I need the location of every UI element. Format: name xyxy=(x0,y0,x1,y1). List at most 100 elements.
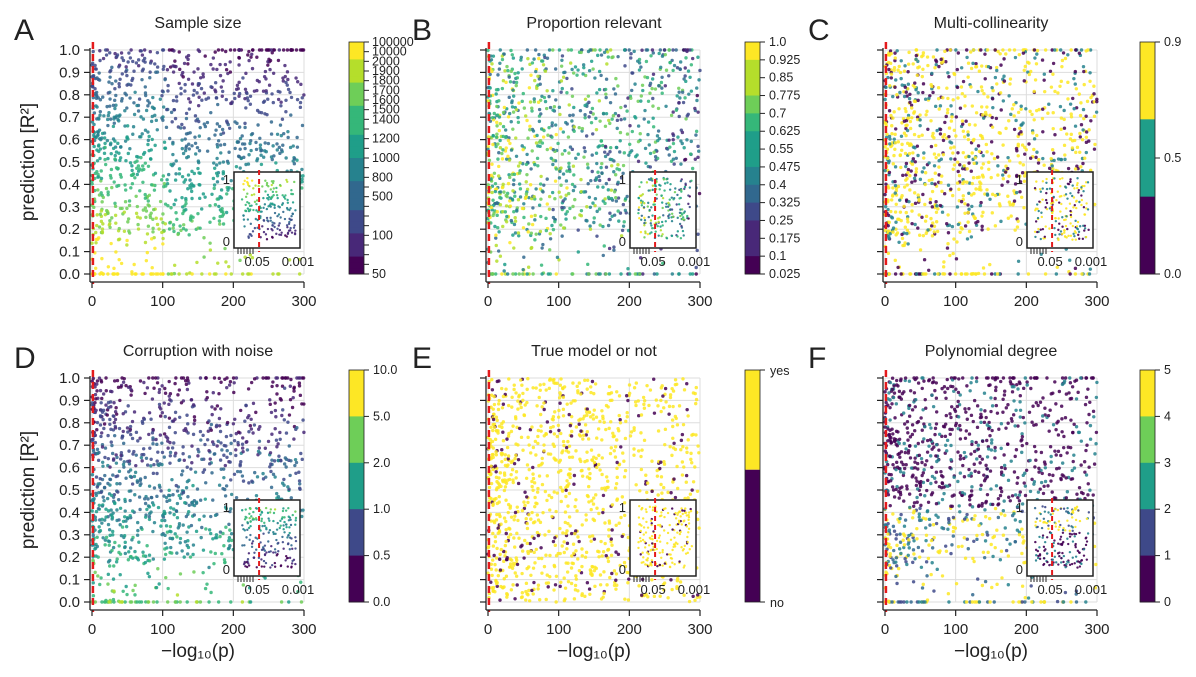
inset-point xyxy=(278,206,281,209)
data-point xyxy=(888,137,892,141)
data-point xyxy=(929,216,933,221)
data-point xyxy=(113,417,118,422)
data-point xyxy=(530,61,535,65)
data-point xyxy=(227,522,231,527)
data-point xyxy=(167,425,172,430)
inset-point xyxy=(658,188,661,191)
inset-point xyxy=(1083,229,1086,232)
data-point xyxy=(489,173,494,178)
data-point xyxy=(498,138,502,143)
data-point xyxy=(627,48,631,52)
data-point xyxy=(677,101,681,105)
data-point xyxy=(100,396,104,401)
data-point xyxy=(200,207,204,211)
inset-point xyxy=(643,202,646,205)
data-point xyxy=(491,133,495,138)
data-point xyxy=(949,157,953,161)
data-point xyxy=(134,194,138,198)
data-point xyxy=(217,124,222,129)
data-point xyxy=(94,230,98,235)
data-point xyxy=(908,142,913,146)
data-point xyxy=(636,124,641,128)
inset-point xyxy=(1086,181,1090,184)
inset-point xyxy=(1061,225,1064,228)
data-point xyxy=(678,60,683,64)
inset-point xyxy=(1039,228,1042,231)
inset-point xyxy=(247,235,250,238)
data-point xyxy=(913,173,918,177)
data-point xyxy=(173,417,177,421)
data-point xyxy=(539,174,543,179)
inset-point xyxy=(1036,216,1040,220)
data-point xyxy=(108,142,113,147)
data-point xyxy=(687,92,691,96)
inset-point xyxy=(1083,224,1087,227)
data-point xyxy=(509,218,514,223)
data-point xyxy=(148,75,152,80)
x-tick-label: 100 xyxy=(150,293,175,310)
data-point xyxy=(898,90,902,95)
colorbar-segment xyxy=(349,129,364,136)
data-point xyxy=(1059,116,1064,120)
data-point xyxy=(177,167,182,171)
data-point xyxy=(194,119,198,123)
data-point xyxy=(548,248,552,252)
data-point xyxy=(119,145,123,149)
data-point xyxy=(594,116,598,121)
data-point xyxy=(209,110,213,115)
data-point xyxy=(1041,107,1045,111)
data-point xyxy=(114,560,119,564)
colorbar-label: 0.025 xyxy=(769,267,800,281)
data-point xyxy=(207,448,211,453)
data-point xyxy=(533,213,537,218)
data-point xyxy=(106,400,111,405)
data-point xyxy=(114,103,118,107)
data-point xyxy=(277,48,282,52)
data-point xyxy=(178,541,182,545)
data-point xyxy=(93,518,98,522)
data-point xyxy=(974,111,979,115)
data-point xyxy=(1004,126,1008,131)
data-point xyxy=(141,117,146,121)
inset-point xyxy=(1076,220,1080,224)
data-point xyxy=(125,426,130,430)
data-point xyxy=(615,167,619,171)
data-point xyxy=(965,237,970,241)
data-point xyxy=(190,272,194,276)
data-point xyxy=(113,201,117,206)
data-point xyxy=(207,565,211,570)
inset-point xyxy=(1083,213,1086,216)
data-point xyxy=(279,600,284,604)
data-point xyxy=(289,48,293,52)
data-point xyxy=(529,246,533,251)
data-point xyxy=(95,76,99,80)
inset-y-tick-label: 0 xyxy=(619,234,626,249)
data-point xyxy=(494,243,498,248)
data-point xyxy=(540,272,544,276)
data-point xyxy=(912,110,917,114)
data-point xyxy=(510,53,514,57)
data-point xyxy=(501,224,505,229)
colorbar-label: 2000 xyxy=(372,54,400,68)
data-point xyxy=(114,166,119,170)
inset-point xyxy=(649,222,652,225)
data-point xyxy=(893,191,897,195)
data-point xyxy=(244,106,248,110)
data-point xyxy=(241,479,246,483)
data-point xyxy=(893,132,897,137)
colorbar: 1000001000020001900180017001600150014001… xyxy=(348,35,414,281)
data-point xyxy=(963,202,967,206)
data-point xyxy=(566,135,571,139)
data-point xyxy=(532,57,536,61)
data-point xyxy=(541,63,546,67)
data-point xyxy=(192,88,196,93)
data-point xyxy=(1006,166,1010,171)
data-point xyxy=(106,522,111,527)
data-point xyxy=(226,161,230,165)
data-point xyxy=(589,59,594,63)
data-point xyxy=(211,391,215,395)
data-point xyxy=(589,110,593,115)
inset-point xyxy=(643,224,646,227)
data-point xyxy=(299,580,303,584)
data-point xyxy=(95,447,100,452)
